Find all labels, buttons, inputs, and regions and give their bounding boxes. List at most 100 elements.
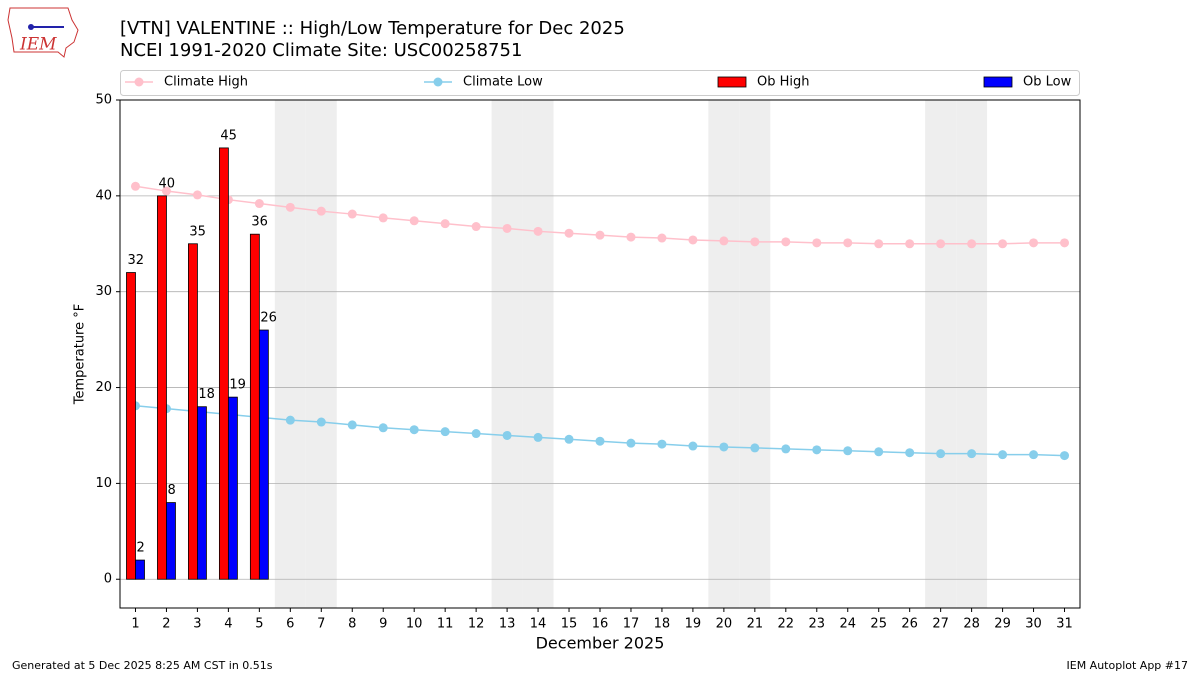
x-tick-label: 11 (437, 617, 454, 632)
line-marker (316, 206, 326, 216)
x-tick-label: 18 (654, 617, 671, 632)
x-axis-label: December 2025 (536, 634, 665, 653)
bar (218, 147, 229, 580)
x-tick-label: 2 (162, 617, 170, 632)
y-tick-label: 30 (95, 284, 112, 299)
line-marker (502, 223, 512, 233)
logo-text: IEM (19, 35, 57, 55)
x-tick-label: 21 (747, 617, 764, 632)
weekend-shade (491, 100, 523, 608)
line-marker (626, 438, 636, 448)
line-marker (750, 443, 760, 453)
x-tick-label: 8 (348, 617, 356, 632)
legend-label: Climate Low (463, 75, 543, 90)
x-tick-label: 6 (286, 617, 294, 632)
line-marker (254, 199, 264, 209)
line-marker (874, 239, 884, 249)
line-marker (285, 202, 295, 212)
line-marker (285, 415, 295, 425)
data-label: 36 (251, 215, 268, 230)
plot-frame (119, 99, 1081, 609)
y-tick-label: 50 (95, 93, 112, 108)
line-marker (533, 432, 543, 442)
legend-label: Ob Low (1023, 75, 1072, 90)
line-marker (812, 238, 822, 248)
line-marker (781, 237, 791, 247)
line-marker (657, 439, 667, 449)
bar (126, 272, 136, 580)
y-tick-label: 10 (95, 476, 112, 491)
footer-left: Generated at 5 Dec 2025 8:25 AM CST in 0… (12, 659, 273, 672)
y-tick-label: 20 (95, 380, 112, 395)
line-marker (564, 434, 574, 444)
y-tick-label: 40 (95, 188, 112, 203)
line-marker (192, 190, 202, 200)
data-label: 32 (127, 253, 144, 268)
line-marker (347, 420, 357, 430)
legend-marker (134, 77, 144, 87)
line-marker (564, 228, 574, 238)
line-marker (874, 447, 884, 457)
line-marker (316, 417, 326, 427)
x-tick-label: 29 (994, 617, 1011, 632)
bar (166, 502, 176, 580)
logo: IEM (7, 7, 79, 58)
line-marker (781, 444, 791, 454)
data-label: 45 (220, 128, 237, 143)
data-label: 18 (198, 387, 215, 402)
line-marker (936, 449, 946, 459)
x-tick-label: 27 (932, 617, 949, 632)
line-marker (719, 442, 729, 452)
x-tick-label: 25 (870, 617, 887, 632)
x-tick-label: 22 (778, 617, 795, 632)
bar (135, 559, 145, 580)
chart-subtitle: NCEI 1991-2020 Climate Site: USC00258751 (120, 40, 522, 61)
line-marker (688, 441, 698, 451)
weekend-shade (274, 100, 306, 608)
line-marker (905, 448, 915, 458)
weekend-shade (305, 100, 337, 608)
x-tick-label: 4 (224, 617, 232, 632)
x-tick-label: 14 (530, 617, 547, 632)
x-tick-label: 10 (406, 617, 423, 632)
line-marker (1029, 238, 1039, 248)
weekend-shade (708, 100, 740, 608)
x-tick-label: 23 (809, 617, 826, 632)
line-marker (967, 449, 977, 459)
logo-outline (7, 7, 79, 58)
line-marker (440, 427, 450, 437)
logo-dot (28, 24, 34, 30)
x-tick-label: 19 (685, 617, 702, 632)
legend-swatch (717, 76, 747, 88)
line-marker (409, 425, 419, 435)
line-marker (502, 430, 512, 440)
x-tick-label: 12 (468, 617, 485, 632)
x-tick-label: 7 (317, 617, 325, 632)
legend-label: Ob High (757, 75, 810, 90)
line-marker (595, 436, 605, 446)
y-tick-label: 0 (104, 572, 112, 587)
x-tick-label: 5 (255, 617, 263, 632)
legend-box (120, 70, 1080, 96)
data-label: 8 (167, 483, 175, 498)
legend-label: Climate High (164, 75, 248, 90)
line-marker (533, 226, 543, 236)
line-marker (719, 236, 729, 246)
x-tick-label: 15 (561, 617, 578, 632)
line-marker (471, 222, 481, 232)
footer-right: IEM Autoplot App #17 (1067, 659, 1189, 672)
x-tick-label: 20 (716, 617, 733, 632)
line-marker (1060, 451, 1070, 461)
line-marker (936, 239, 946, 249)
line-marker (905, 239, 915, 249)
legend-marker (433, 77, 443, 87)
line-marker (130, 181, 140, 191)
bar (188, 243, 198, 580)
weekend-shade (522, 100, 554, 608)
x-tick-label: 3 (193, 617, 201, 632)
line-marker (750, 237, 760, 247)
x-tick-label: 1 (131, 617, 139, 632)
line-marker (1060, 238, 1070, 248)
x-tick-label: 16 (592, 617, 609, 632)
